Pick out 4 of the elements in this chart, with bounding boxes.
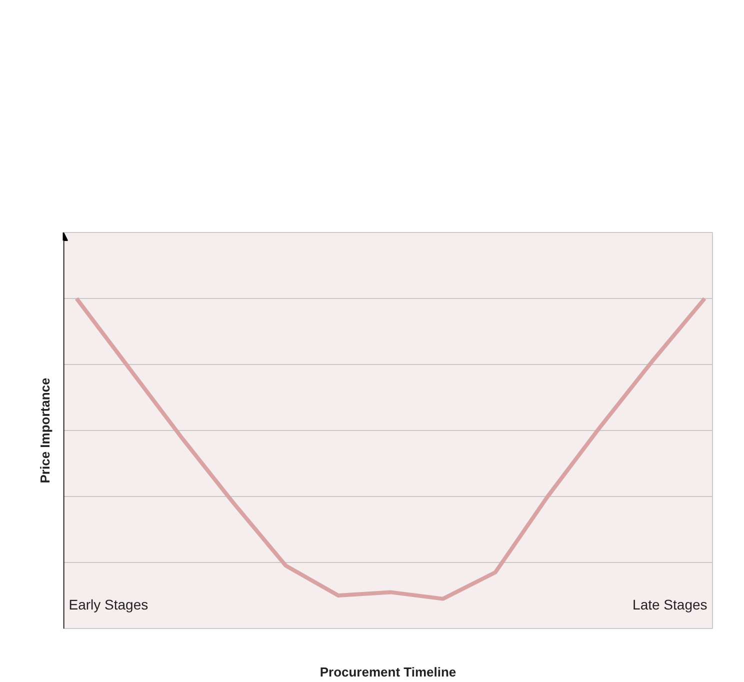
x-axis-title: Procurement Timeline [320,664,456,680]
annotation: Late Stages [632,596,708,613]
y-axis-title: Price Importance [38,378,52,484]
annotation: Early Stages [68,596,148,613]
